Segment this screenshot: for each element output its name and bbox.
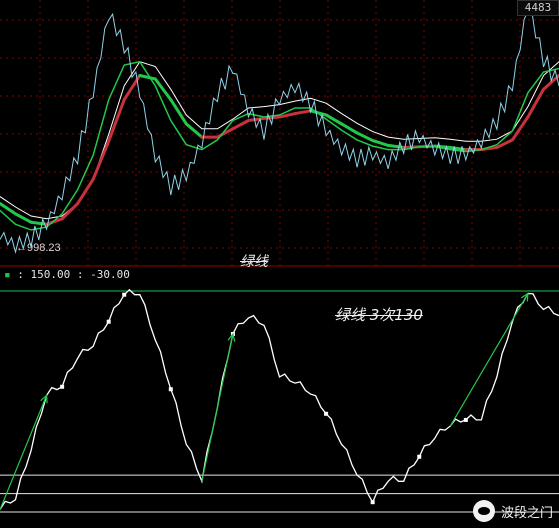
oscillator-marker bbox=[122, 292, 127, 297]
moving-average-segment bbox=[184, 122, 204, 139]
moving-average-segment bbox=[324, 113, 344, 126]
moving-average-segment bbox=[262, 115, 281, 120]
price-chart bbox=[0, 0, 559, 267]
moving-average-segment bbox=[246, 116, 266, 122]
oscillator-marker bbox=[463, 417, 468, 422]
trend-arrow-head bbox=[520, 292, 529, 302]
moving-average-segment bbox=[91, 139, 111, 181]
price-line bbox=[0, 10, 559, 254]
low-price-label: ←998.23 bbox=[16, 242, 61, 254]
low-price-value: 998.23 bbox=[27, 242, 61, 254]
param-dot-icon: ▪ bbox=[4, 268, 11, 281]
param-upper: 150.00 bbox=[30, 268, 71, 281]
moving-average-segment bbox=[293, 109, 313, 116]
moving-average-segment bbox=[14, 212, 33, 224]
trend-arrow-head bbox=[40, 394, 48, 404]
oscillator-marker bbox=[324, 411, 329, 416]
moving-average-segment bbox=[495, 138, 514, 149]
moving-average-segment bbox=[526, 87, 545, 119]
moving-average-segment bbox=[138, 73, 157, 81]
moving-average-segment bbox=[153, 77, 173, 102]
trend-arrow-head bbox=[227, 332, 236, 342]
moving-average-segment bbox=[231, 118, 250, 131]
moving-average-segment bbox=[0, 202, 18, 216]
param-lower: -30.00 bbox=[90, 268, 130, 281]
oscillator-marker bbox=[106, 319, 111, 324]
trend-arrow-line bbox=[201, 333, 234, 482]
moving-average-segment bbox=[60, 202, 80, 221]
oscillator-marker bbox=[168, 387, 173, 392]
moving-average-segment bbox=[541, 73, 559, 91]
trend-arrow-line bbox=[449, 293, 529, 427]
moving-average-segment bbox=[107, 98, 126, 143]
moving-average-segment bbox=[355, 131, 375, 143]
moving-average-segment bbox=[371, 139, 390, 147]
oscillator-line bbox=[0, 288, 559, 510]
fast-green-line bbox=[0, 60, 559, 231]
indicator-params: ▪ : 150.00 : -30.00 bbox=[4, 268, 130, 281]
trend-arrow-line bbox=[0, 395, 48, 510]
watermark-text: 波段之门 bbox=[500, 505, 553, 521]
moving-average-segment bbox=[278, 112, 297, 119]
wechat-icon bbox=[472, 500, 495, 522]
annotation-text: 绿线 3次130 bbox=[335, 306, 423, 324]
moving-average-segment bbox=[45, 217, 64, 226]
moving-average-segment bbox=[169, 98, 188, 126]
indicator-title: 绿线 bbox=[240, 254, 268, 270]
moving-average-segment bbox=[340, 122, 359, 135]
moving-average-segment bbox=[76, 177, 95, 206]
oscillator-marker bbox=[370, 500, 375, 505]
moving-average-segment bbox=[29, 220, 49, 226]
oscillator-marker bbox=[60, 384, 65, 389]
moving-average-segment bbox=[510, 115, 530, 142]
watermark: 波段之门 bbox=[472, 500, 553, 522]
price-scale-badge: 4483 bbox=[517, 0, 559, 16]
oscillator-marker bbox=[417, 454, 422, 459]
